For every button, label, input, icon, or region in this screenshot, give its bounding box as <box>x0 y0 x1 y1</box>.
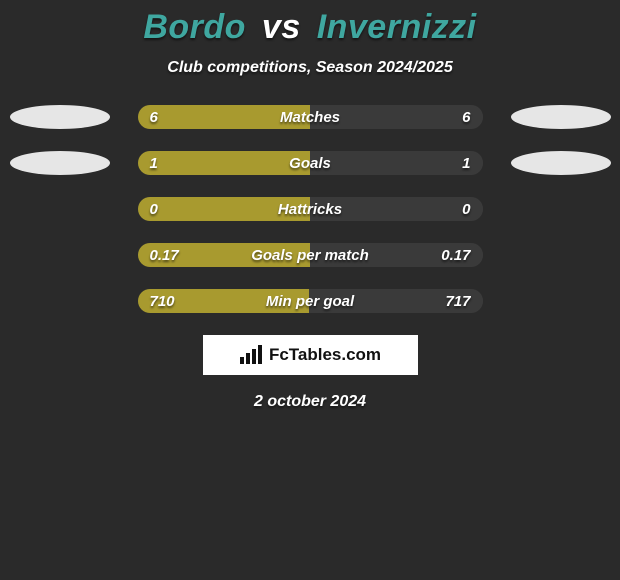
stat-label: Goals <box>138 151 483 175</box>
left-ellipse-icon <box>10 105 110 129</box>
right-ellipse-icon <box>511 197 611 221</box>
right-value: 717 <box>433 289 482 313</box>
page-title: Bordo vs Invernizzi <box>0 0 620 47</box>
right-ellipse-icon <box>511 243 611 267</box>
right-value: 0.17 <box>429 243 482 267</box>
stat-label: Hattricks <box>138 197 483 221</box>
stat-bar: Matches6 6 <box>138 105 483 129</box>
stat-row: Hattricks0 0 <box>0 197 620 221</box>
stat-row: Goals1 1 <box>0 151 620 175</box>
right-ellipse-icon <box>511 151 611 175</box>
subtitle: Club competitions, Season 2024/2025 <box>0 59 620 77</box>
stat-bar: Goals1 1 <box>138 151 483 175</box>
left-value: 0 <box>138 197 170 221</box>
brand-box[interactable]: FcTables.com <box>203 335 418 375</box>
left-ellipse-icon <box>10 289 110 313</box>
left-ellipse-icon <box>10 151 110 175</box>
right-value: 0 <box>450 197 482 221</box>
left-ellipse-icon <box>10 243 110 267</box>
stat-bar: Goals per match0.170.17 <box>138 243 483 267</box>
right-value: 6 <box>450 105 482 129</box>
left-value: 6 <box>138 105 170 129</box>
stat-row: Min per goal710 717 <box>0 289 620 313</box>
stat-label: Matches <box>138 105 483 129</box>
brand-text: FcTables.com <box>269 345 381 365</box>
left-ellipse-icon <box>10 197 110 221</box>
vs-label: vs <box>262 8 301 46</box>
left-value: 0.17 <box>138 243 191 267</box>
stat-bar: Hattricks0 0 <box>138 197 483 221</box>
left-value: 1 <box>138 151 170 175</box>
stat-rows: Matches66Goals11Hattricks00Goals per mat… <box>0 105 620 313</box>
stat-label: Min per goal <box>138 289 483 313</box>
right-ellipse-icon <box>511 105 611 129</box>
stat-row: Matches6 6 <box>0 105 620 129</box>
right-ellipse-icon <box>511 289 611 313</box>
player2-name: Invernizzi <box>317 8 477 46</box>
stat-row: Goals per match0.170.17 <box>0 243 620 267</box>
footer-date: 2 october 2024 <box>0 393 620 411</box>
stat-bar: Min per goal710 717 <box>138 289 483 313</box>
left-value: 710 <box>138 289 187 313</box>
right-value: 1 <box>450 151 482 175</box>
player1-name: Bordo <box>143 8 246 46</box>
bars-icon <box>239 345 265 365</box>
